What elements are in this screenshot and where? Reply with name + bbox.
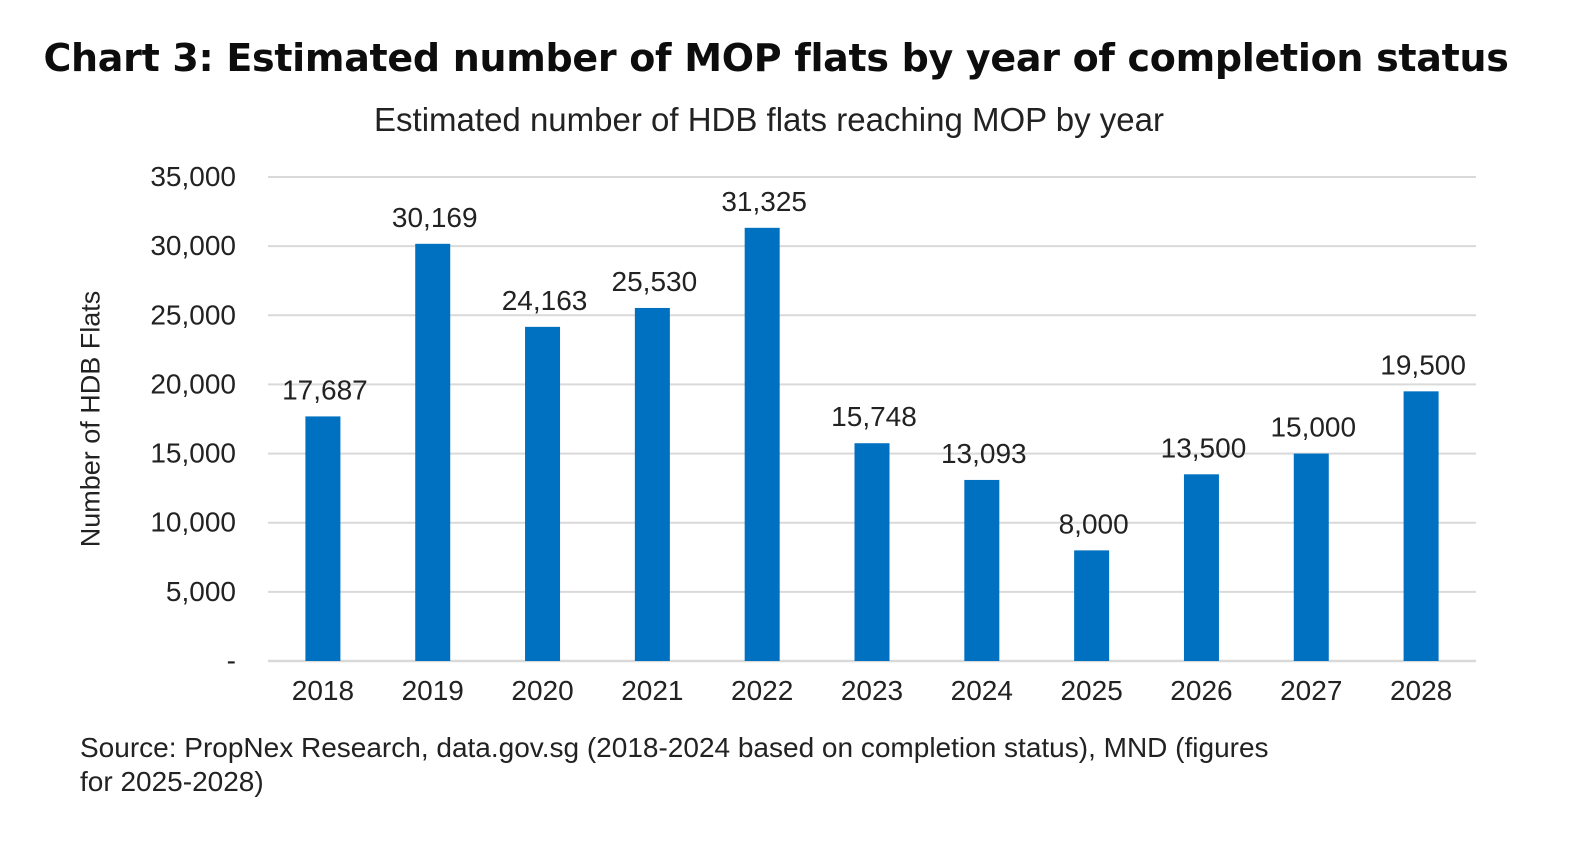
bars [305,227,1439,661]
data-label: 13,500 [1161,432,1247,463]
bar [964,479,1000,661]
x-tick-label: 2021 [621,675,683,706]
source-note: Source: PropNex Research, data.gov.sg (2… [80,731,1480,799]
y-tick-label: 35,000 [150,161,236,192]
x-tick-label: 2025 [1060,675,1122,706]
y-tick-label: 10,000 [150,507,236,538]
chart-title: Estimated number of HDB flats reaching M… [374,101,1164,138]
data-label: 30,169 [392,202,478,233]
data-label: 25,530 [612,266,698,297]
bar [415,243,451,661]
data-label: 8,000 [1059,508,1129,539]
x-axis-ticks: 2018 2019 2020 2021 2022 2023 2024 2025 2026 2027… [292,675,1452,706]
x-tick-label: 2024 [951,675,1013,706]
x-tick-label: 2023 [841,675,903,706]
x-tick-label: 2018 [292,675,354,706]
x-tick-label: 2027 [1280,675,1342,706]
y-tick-label: 30,000 [150,230,236,261]
y-tick-label: 20,000 [150,368,236,399]
y-axis-ticks: - 5,000 10,000 15,000 20,000 25,000 30,000 35,0… [150,161,236,676]
x-tick-label: 2028 [1390,675,1452,706]
bar [305,416,341,661]
y-tick-label: 15,000 [150,438,236,469]
x-tick-label: 2020 [511,675,573,706]
y-tick-label: 25,000 [150,299,236,330]
data-label: 15,748 [831,401,917,432]
bar [1403,391,1439,661]
x-tick-label: 2022 [731,675,793,706]
x-tick-label: 2026 [1170,675,1232,706]
source-line-1: Source: PropNex Research, data.gov.sg (2… [80,732,1269,763]
bar [744,227,780,661]
bar [854,443,890,661]
gridlines [268,176,1476,663]
data-label: 31,325 [721,186,807,217]
bar [1293,453,1329,661]
bar [1074,550,1110,661]
x-tick-label: 2019 [402,675,464,706]
bar [634,307,670,661]
data-labels: 17,687 30,169 24,163 25,530 31,325 15,748 13,0… [282,186,1466,540]
data-label: 15,000 [1270,412,1356,443]
y-tick-label: - [227,645,236,676]
data-label: 13,093 [941,438,1027,469]
data-label: 19,500 [1380,349,1466,380]
bar [1183,474,1219,661]
data-label: 17,687 [282,374,368,405]
y-tick-label: 5,000 [166,576,236,607]
bar [525,326,561,661]
data-label: 24,163 [502,285,588,316]
source-line-2: for 2025-2028) [80,766,264,797]
chart-headline: Chart 3: Estimated number of MOP flats b… [43,36,1509,80]
